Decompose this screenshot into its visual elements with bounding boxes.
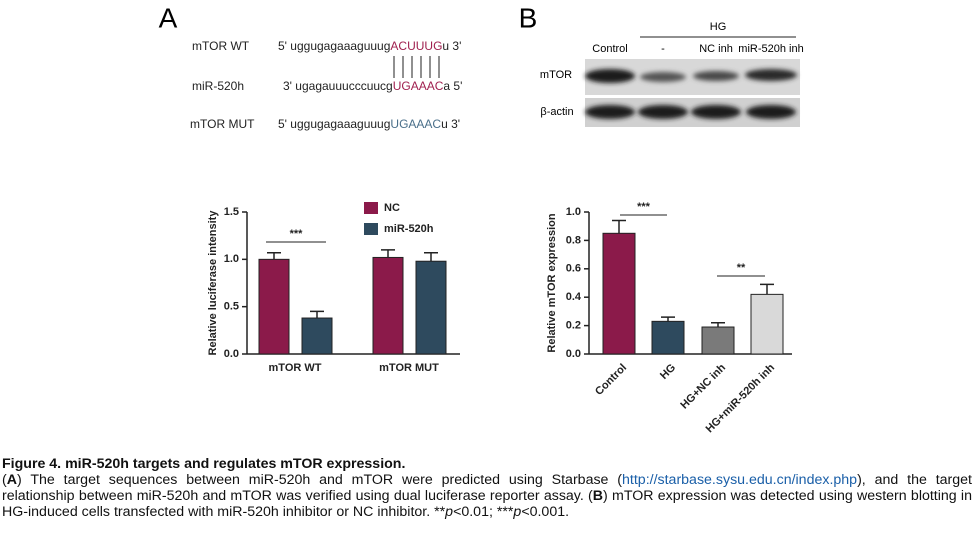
legend-label: NC <box>384 202 400 214</box>
y-tick-label: 0.2 <box>566 320 581 332</box>
seq-part: 5' uggugagaaaguuug <box>278 117 390 131</box>
caption-link[interactable]: http://starbase.sysu.edu.cn/index.php <box>622 472 858 488</box>
y-tick-label: 1.5 <box>224 206 239 218</box>
caption-text: ( <box>2 472 7 488</box>
bar <box>372 256 404 355</box>
error-bar <box>711 322 725 328</box>
caption-text: A <box>6 472 17 488</box>
seq-name: miR-520h <box>192 79 244 93</box>
caption-title: Figure 4. miR-520h targets and regulates… <box>2 456 406 472</box>
x-tick-label: HG <box>658 362 678 382</box>
caption-text: <0.01; *** <box>453 504 514 520</box>
bands <box>585 69 797 119</box>
error-bar <box>381 249 395 258</box>
lane-label: Control <box>592 43 627 55</box>
error-bar <box>760 283 774 295</box>
sequence: 5' uggugagaaaguuugACUUUGu 3' <box>278 39 461 53</box>
bar <box>602 232 636 355</box>
seq-name: mTOR WT <box>192 39 250 53</box>
row-label: β-actin <box>540 106 573 118</box>
lane-label: NC inh <box>699 43 733 55</box>
seq-part: 5' uggugagaaaguuug <box>278 39 390 53</box>
error-bar <box>267 251 281 260</box>
significance-label: ** <box>737 262 746 274</box>
caption-text: B <box>592 488 604 504</box>
bar <box>415 260 447 355</box>
seq-part: u 3' <box>442 39 461 53</box>
row-label: mTOR <box>540 69 572 81</box>
error-bar <box>424 251 438 262</box>
y-axis-label: Relative luciferase intensity <box>207 210 219 356</box>
y-tick-label: 1.0 <box>566 206 581 218</box>
y-tick-label: 0.5 <box>224 301 239 313</box>
bar <box>651 320 685 355</box>
panel-label: B <box>519 2 538 33</box>
caption-text: ) mTOR expression was detected using wes… <box>2 488 972 520</box>
sequence: 5' uggugagaaaguuugUGAAACu 3' <box>278 117 460 131</box>
bar <box>701 326 735 355</box>
caption-text: ) The target sequences between miR-520h … <box>16 472 623 488</box>
x-tick-label: mTOR WT <box>269 362 322 374</box>
legend-label: miR-520h <box>384 223 434 235</box>
legend-swatch <box>364 223 378 235</box>
y-tick-label: 0.8 <box>566 234 581 246</box>
x-tick-label: mTOR MUT <box>379 362 439 374</box>
lane-label: miR-520h inh <box>738 43 803 55</box>
group-label: HG <box>710 21 727 33</box>
significance-label: *** <box>290 228 304 240</box>
pairing-lines <box>393 56 440 78</box>
legend-swatch <box>364 202 378 214</box>
y-tick-label: 0.0 <box>224 348 239 360</box>
caption: Figure 4. miR-520h targets and regulates… <box>2 456 972 520</box>
seq-site: UGAAAC <box>390 117 441 131</box>
error-bar <box>661 316 675 322</box>
significance-label: *** <box>637 201 651 213</box>
caption-text: <0.001. <box>521 504 570 520</box>
y-tick-label: 0.0 <box>566 348 581 360</box>
caption-text: ), and the target relationship between m… <box>2 472 972 504</box>
bar <box>301 317 333 355</box>
seq-site: UGAAAC <box>393 79 444 93</box>
bar <box>750 293 784 355</box>
figure: A mTOR WT 5' uggugagaaaguuugACUUUGu 3' m… <box>159 2 804 435</box>
seq-part: 3' ugagauuucccuucg <box>283 79 393 93</box>
lane-label: - <box>661 43 665 55</box>
y-axis-label: Relative mTOR expression <box>546 213 558 352</box>
panel-label: A <box>159 2 178 33</box>
y-tick-label: 0.4 <box>566 291 582 303</box>
x-tick-label: HG+NC inh <box>678 362 728 412</box>
error-bar <box>612 219 626 234</box>
seq-part: u 3' <box>441 117 460 131</box>
y-tick-label: 1.0 <box>224 253 239 265</box>
y-tick-label: 0.6 <box>566 263 581 275</box>
x-tick-label: Control <box>593 362 629 398</box>
error-bar <box>310 310 324 319</box>
seq-name: mTOR MUT <box>190 117 255 131</box>
seq-part: a 5' <box>443 79 462 93</box>
seq-site: ACUUUG <box>390 39 442 53</box>
caption-text: p <box>513 504 522 520</box>
sequence: 3' ugagauuucccuucgUGAAACa 5' <box>283 79 462 93</box>
caption-text: p <box>445 504 454 520</box>
bar <box>258 258 290 355</box>
